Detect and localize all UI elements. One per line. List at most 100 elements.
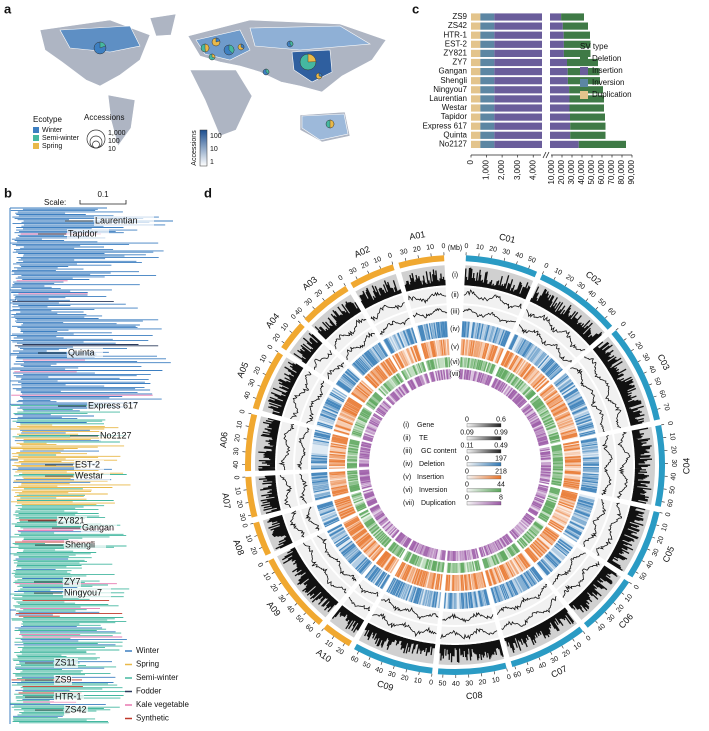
chromosome-label: A02	[353, 244, 372, 260]
position-label: 10	[259, 354, 269, 364]
track-texture	[310, 429, 331, 470]
position-tick	[254, 535, 258, 537]
track-texture	[484, 535, 510, 556]
accession-label: ZS9	[55, 674, 72, 684]
track-texture	[376, 400, 392, 416]
position-label: 50	[294, 614, 305, 625]
bar-segment	[480, 40, 495, 48]
track-texture	[334, 495, 356, 519]
bar-segment	[563, 49, 591, 57]
legend-title: Ecotype	[33, 115, 62, 124]
chromosome-band	[281, 322, 305, 351]
x-tick-label: 0	[466, 159, 475, 164]
position-tick	[245, 425, 249, 427]
track-bg	[567, 362, 612, 433]
track-legend-label: Inversion	[419, 487, 448, 494]
y-tick-label: ZS42	[448, 21, 468, 30]
track-texture	[447, 589, 487, 610]
track-texture	[524, 527, 559, 563]
bar-segment	[480, 22, 495, 30]
position-label: 60	[606, 307, 617, 318]
track-texture	[354, 385, 370, 399]
track-texture	[462, 308, 516, 324]
track-texture	[550, 494, 577, 529]
bar-segment	[494, 68, 568, 76]
track-texture	[411, 554, 440, 572]
position-label: 50	[527, 256, 537, 265]
bar-segment	[569, 86, 603, 94]
axis-break	[542, 10, 550, 157]
track-texture	[528, 484, 549, 515]
chromosome-band	[304, 285, 349, 323]
track-texture	[336, 368, 360, 393]
track-texture	[465, 339, 496, 362]
bar-segment	[494, 58, 567, 67]
bar-segment	[494, 122, 571, 130]
position-tick	[417, 255, 419, 259]
position-label: 0	[506, 674, 512, 682]
position-label: 40	[452, 681, 460, 688]
track-texture	[530, 396, 561, 445]
track-texture	[450, 549, 473, 562]
position-label: 50	[438, 680, 446, 687]
track-texture	[305, 506, 320, 531]
x-tick-label: 1,000	[482, 159, 491, 180]
track-texture	[314, 301, 362, 340]
position-tick	[526, 662, 529, 666]
track-texture	[522, 524, 541, 544]
track-bg	[547, 489, 578, 533]
position-tick	[259, 547, 262, 549]
chromosome-band	[654, 424, 666, 507]
chromosome-label: A07	[220, 492, 232, 509]
track-texture	[346, 332, 376, 361]
position-label: 10	[261, 572, 271, 582]
track-texture	[394, 345, 421, 369]
track-texture	[631, 427, 653, 504]
track-texture	[318, 398, 342, 425]
position-tick	[332, 290, 335, 294]
track-texture	[451, 560, 480, 574]
track-texture	[581, 445, 600, 486]
track-texture	[459, 369, 493, 386]
track-texture	[331, 605, 365, 633]
position-label: 20	[413, 246, 422, 254]
position-label: 20	[234, 434, 242, 443]
position-label: 30	[304, 297, 315, 307]
label-bg	[81, 523, 117, 533]
accession-label: ZS42	[65, 704, 87, 714]
track-texture	[319, 508, 339, 525]
position-label: 30	[348, 267, 358, 277]
marker-wedge	[265, 68, 270, 75]
track-max: 197	[495, 455, 507, 462]
position-label: 40	[597, 623, 608, 633]
track-texture	[510, 513, 535, 539]
track-texture	[465, 357, 492, 373]
marker-wedge	[329, 119, 335, 129]
track-texture	[328, 451, 346, 469]
position-label: 30	[502, 248, 511, 257]
position-label: 60	[304, 623, 315, 633]
track-texture	[358, 441, 372, 468]
position-label: 20	[633, 341, 643, 351]
track-min: 0	[465, 455, 469, 462]
bar-segment	[471, 58, 481, 67]
label-bg	[54, 658, 78, 668]
track-texture	[311, 472, 331, 501]
x-tick-label: 4,000	[528, 159, 537, 180]
track-bg	[499, 593, 564, 637]
position-tick	[542, 271, 544, 275]
position-tick	[582, 631, 586, 634]
panel-label: c	[412, 1, 419, 16]
legend-swatch	[580, 55, 588, 63]
track-texture	[402, 362, 426, 380]
bar-segment	[471, 95, 481, 103]
bar-segment	[570, 113, 605, 121]
position-tick	[281, 340, 285, 344]
track-texture	[333, 397, 363, 435]
x-tick-label: 30,000	[567, 159, 576, 184]
track-texture	[540, 453, 552, 480]
position-tick	[278, 582, 282, 585]
track-texture	[580, 438, 600, 493]
track-texture	[404, 269, 446, 292]
track-texture	[258, 417, 281, 471]
